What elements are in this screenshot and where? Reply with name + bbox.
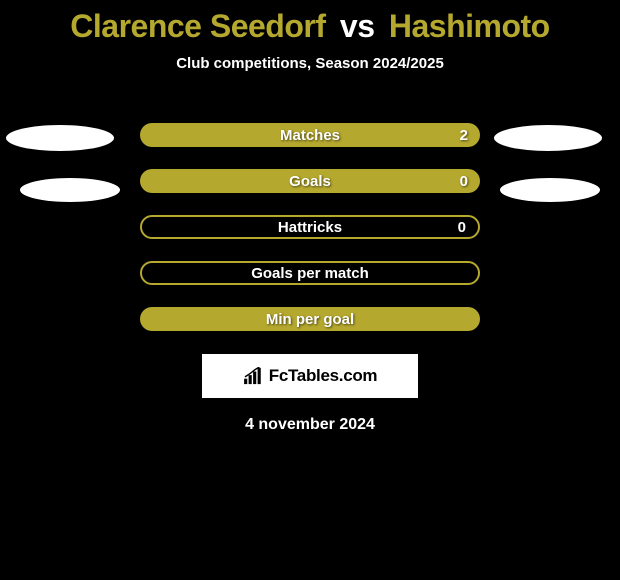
stat-row: Goals per match [0, 250, 620, 296]
stat-bar: Goals per match [140, 261, 480, 285]
comparison-title: Clarence Seedorf vs Hashimoto [0, 0, 620, 45]
stat-bar: Hattricks 0 [140, 215, 480, 239]
chart-icon [243, 367, 265, 385]
stat-row: Goals 0 [0, 158, 620, 204]
badge-inner: FcTables.com [243, 366, 378, 386]
badge-text: FcTables.com [269, 366, 378, 386]
stat-value: 2 [460, 127, 468, 144]
stat-value: 0 [458, 219, 466, 236]
stat-row: Min per goal [0, 296, 620, 342]
stat-bar: Goals 0 [140, 169, 480, 193]
date-label: 4 november 2024 [0, 416, 620, 434]
stat-label: Hattricks [278, 219, 342, 236]
stat-value: 0 [460, 173, 468, 190]
stat-label: Min per goal [266, 311, 354, 328]
title-player1: Clarence Seedorf [70, 8, 325, 44]
stat-bar: Matches 2 [140, 123, 480, 147]
stat-label: Goals per match [251, 265, 369, 282]
stats-container: Matches 2 Goals 0 Hattricks 0 Goals per match M… [0, 112, 620, 342]
stat-bar: Min per goal [140, 307, 480, 331]
stat-label: Matches [280, 127, 340, 144]
stat-row: Matches 2 [0, 112, 620, 158]
subtitle: Club competitions, Season 2024/2025 [0, 55, 620, 72]
source-badge: FcTables.com [202, 354, 418, 398]
title-player2: Hashimoto [389, 8, 550, 44]
stat-row: Hattricks 0 [0, 204, 620, 250]
stat-label: Goals [289, 173, 331, 190]
title-vs: vs [340, 8, 375, 44]
